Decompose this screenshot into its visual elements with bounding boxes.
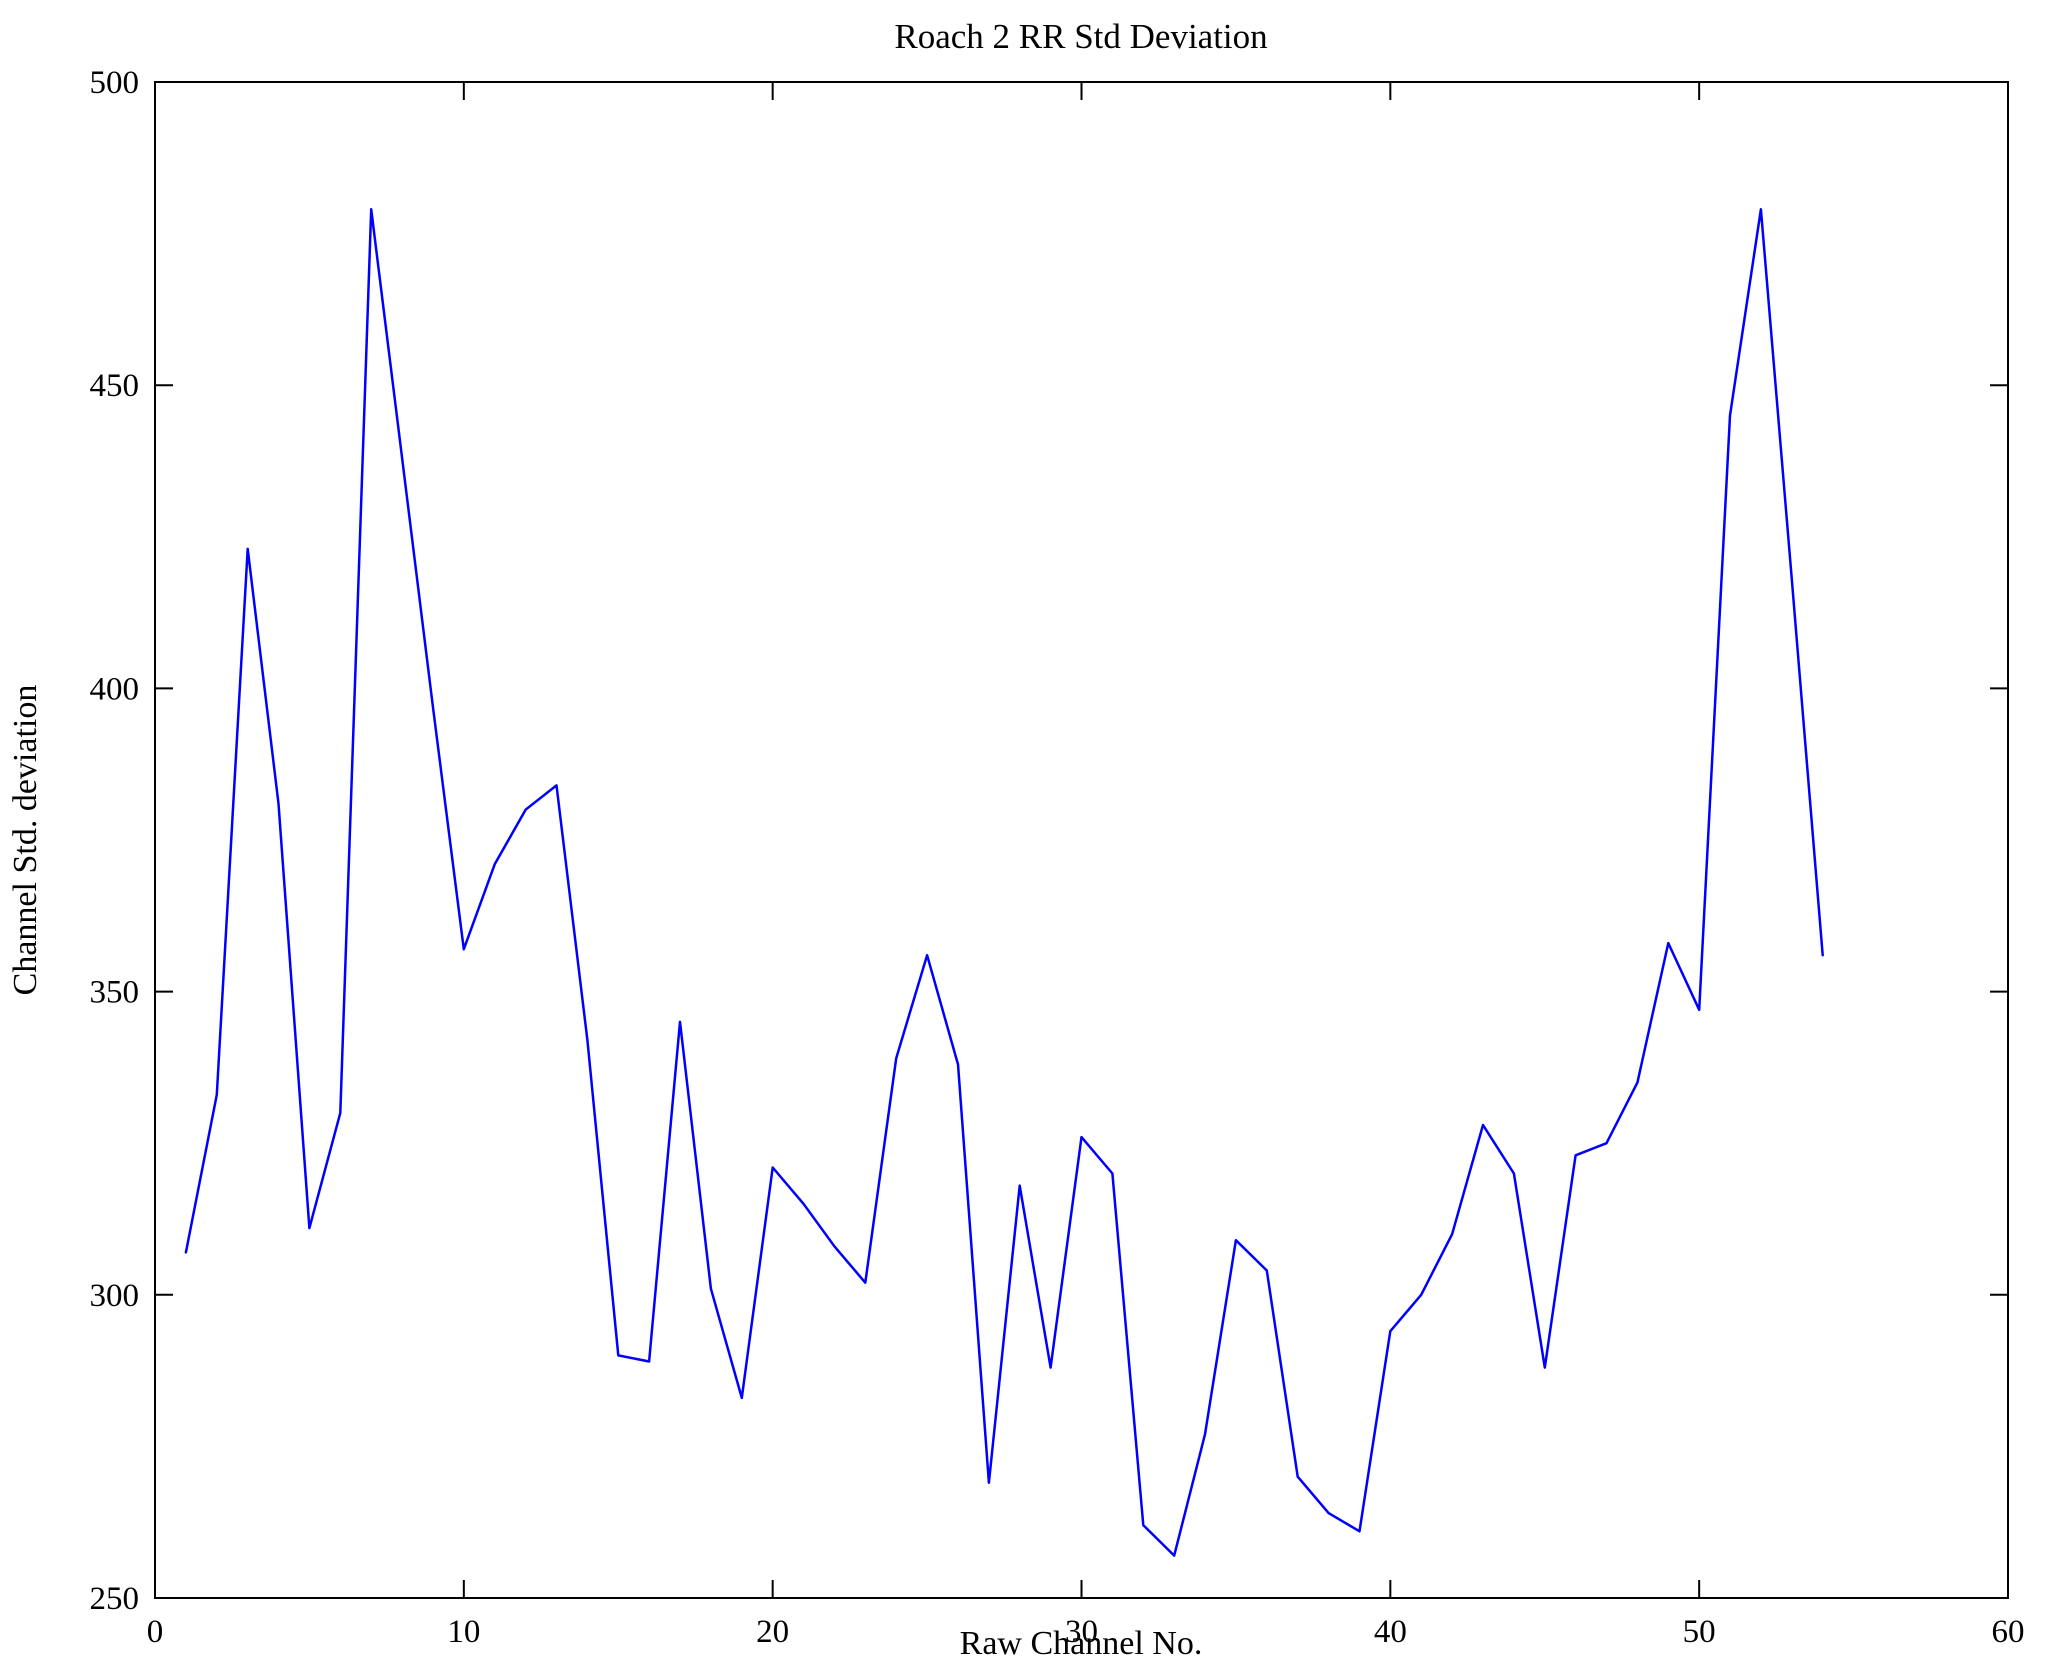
x-tick-label: 0 [147, 1614, 164, 1650]
x-axis-label: Raw Channel No. [960, 1625, 1203, 1662]
y-tick-label: 450 [90, 368, 140, 404]
x-tick-label: 50 [1683, 1614, 1716, 1650]
x-tick-label: 30 [1065, 1614, 1098, 1650]
y-tick-label: 400 [90, 671, 140, 707]
y-tick-label: 300 [90, 1278, 140, 1314]
x-tick-label: 60 [1992, 1614, 2025, 1650]
axes-box [154, 81, 2009, 1599]
chart-title: Roach 2 RR Std Deviation [894, 17, 1267, 56]
y-tick-label: 350 [90, 975, 140, 1011]
x-tick-label: 40 [1374, 1614, 1407, 1650]
x-tick-label: 20 [756, 1614, 789, 1650]
y-axis-label: Channel Std. deviation [7, 685, 44, 996]
y-tick-label: 500 [90, 65, 140, 101]
y-tick-label: 250 [90, 1581, 140, 1617]
plot-area: 0 10 20 30 40 50 60 250 300 350 400 450 500 [90, 65, 2025, 1650]
x-tick-label: 10 [447, 1614, 480, 1650]
data-line [184, 208, 1824, 1557]
